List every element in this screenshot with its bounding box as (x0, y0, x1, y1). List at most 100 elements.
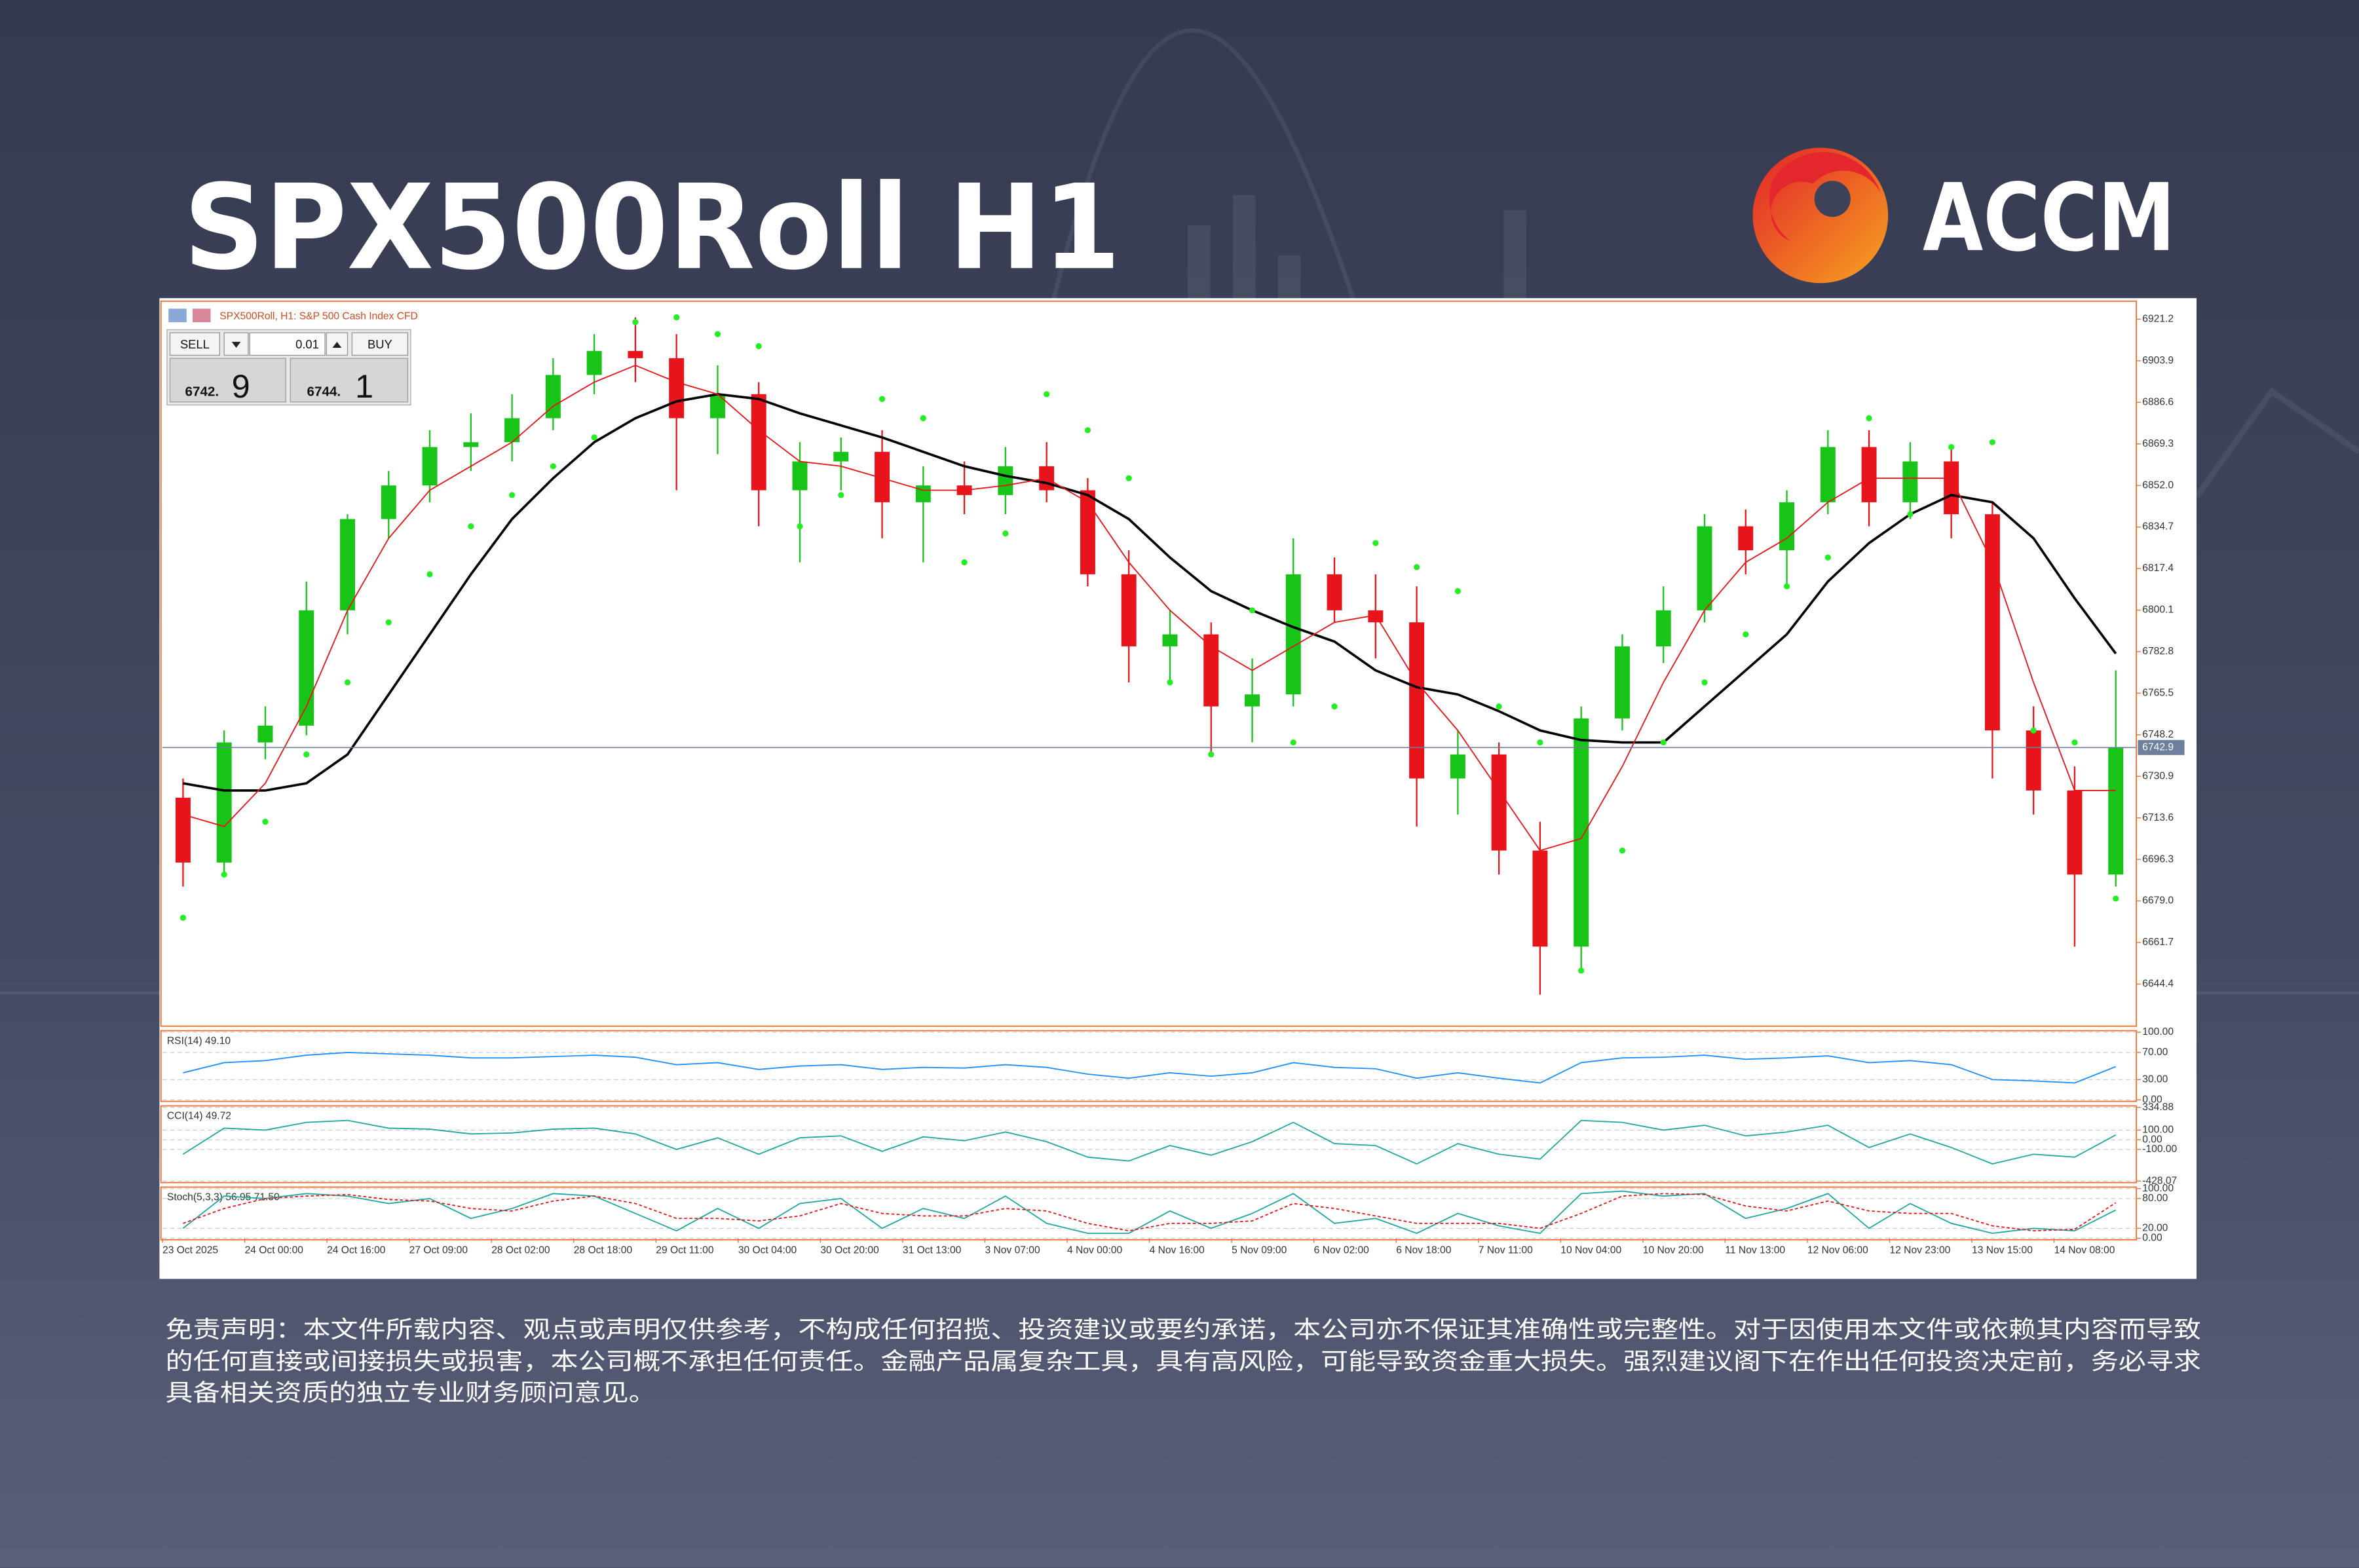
panel-frame (160, 1030, 2138, 1102)
x-tick-label: 12 Nov 23:00 (1889, 1245, 1950, 1256)
indicator-line (183, 1193, 2117, 1232)
current-price-tag (2138, 739, 2185, 755)
candle-body (175, 797, 191, 863)
lot-down[interactable] (223, 332, 249, 356)
x-tick-label: 29 Oct 11:00 (656, 1245, 714, 1256)
ask-box[interactable] (290, 358, 409, 403)
disclaimer: 免责声明：本文件所载内容、观点或声明仅供参考，不构成任何招揽、投资建议或要约承诺… (166, 1316, 2201, 1406)
y-tick-label: 6644.4 (2142, 979, 2174, 990)
candle-body (216, 742, 232, 863)
buy-label[interactable]: BUY (368, 337, 392, 351)
indicator-title: RSI(14) 49.10 (167, 1036, 231, 1047)
indicator-line (182, 1119, 2117, 1165)
y-tick-label: 6748.2 (2142, 729, 2174, 740)
candle-body (545, 375, 561, 419)
sar-dot (1824, 554, 1831, 561)
candle-body (422, 447, 438, 486)
lot-input[interactable] (249, 332, 326, 356)
candle-body (1779, 502, 1795, 551)
panel-frame (160, 1186, 2138, 1241)
ask-big[interactable]: 1 (355, 367, 373, 405)
y-tick-label: 6800.1 (2142, 605, 2174, 616)
sar-dot (1331, 703, 1338, 710)
sar-dot (509, 492, 516, 498)
panel-frame (160, 1105, 2138, 1184)
x-tick-label: 4 Nov 00:00 (1067, 1245, 1122, 1256)
candle-body (1491, 754, 1507, 851)
ask-main[interactable]: 6744. (307, 384, 341, 399)
y-tick-label: 6679.0 (2142, 895, 2174, 906)
candle-body (340, 519, 355, 610)
trade-panel: SELL 0.01 BUY 6742. 9 6744. 1 (166, 329, 411, 405)
candle-body (2067, 790, 2083, 875)
candle-body (2108, 747, 2124, 875)
sar-dot (920, 415, 926, 422)
y-tick-label: -100.00 (2142, 1144, 2177, 1155)
candle-body (1532, 850, 1548, 947)
candle-body (1327, 574, 1342, 610)
sar-dot (2030, 727, 2037, 734)
candle-body (1574, 718, 1589, 947)
candle-body (1614, 646, 1630, 719)
y-tick-label: 6886.6 (2142, 396, 2174, 407)
candle-body (1738, 526, 1754, 551)
candle-body (998, 466, 1013, 495)
sar-dot (1783, 583, 1790, 589)
sar-dot (755, 343, 762, 350)
brand-logo: ACCM (1752, 147, 2176, 284)
x-tick-label: 6 Nov 18:00 (1396, 1245, 1451, 1256)
candle-body (1861, 447, 1877, 502)
sar-dot (385, 619, 392, 625)
sar-dot (1125, 475, 1132, 481)
candle-body (628, 350, 643, 358)
candle-body (1285, 574, 1301, 695)
x-tick-label: 10 Nov 20:00 (1643, 1245, 1704, 1256)
bid-main[interactable]: 6742. (185, 384, 219, 399)
sar-dot (426, 571, 433, 578)
y-tick-label: 6869.3 (2142, 438, 2174, 449)
sar-dot (1907, 511, 1914, 517)
down-arrow (231, 341, 241, 348)
candle-body (2026, 730, 2041, 791)
y-tick-label: 6696.3 (2142, 853, 2174, 865)
candle-body (1409, 622, 1425, 779)
bid-box[interactable] (169, 358, 287, 403)
logo-swirl (1769, 152, 1881, 241)
sar-dot (714, 331, 721, 337)
sar-dot (1167, 679, 1173, 686)
sell-button[interactable] (169, 332, 220, 356)
candle-body (1245, 694, 1260, 707)
sar-dot (878, 396, 886, 402)
y-tick-label: 6782.8 (2142, 646, 2174, 657)
sar-dot (1578, 967, 1585, 974)
x-tick-label: 31 Oct 13:00 (903, 1245, 962, 1256)
x-tick-label: 28 Oct 18:00 (574, 1245, 633, 1256)
y-tick-label: 6817.4 (2142, 563, 2174, 574)
bid-big[interactable]: 9 (232, 367, 250, 405)
candle-body (299, 610, 314, 726)
y-tick-label: 70.00 (2142, 1047, 2168, 1058)
x-tick-label: 5 Nov 09:00 (1232, 1245, 1287, 1256)
indicator-line (183, 1052, 2117, 1084)
buy-button[interactable] (351, 332, 409, 356)
sar-dot (673, 314, 680, 321)
sar-dot (1208, 751, 1215, 758)
sar-dot (1537, 739, 1543, 746)
y-tick-label: 100.00 (2142, 1125, 2174, 1136)
candle-body (915, 485, 931, 502)
y-tick-label: 0.00 (2142, 1233, 2162, 1244)
page-title: SPX500Roll H1 (183, 160, 1121, 296)
y-tick-label: 6852.0 (2142, 479, 2174, 491)
sell-label[interactable]: SELL (180, 337, 210, 351)
sar-dot (1660, 739, 1667, 746)
sar-dot (1290, 739, 1296, 746)
candle-body (504, 418, 520, 443)
x-tick-label: 10 Nov 04:00 (1560, 1245, 1621, 1256)
moving-average (183, 392, 2117, 792)
y-tick-label: 80.00 (2142, 1193, 2168, 1204)
x-tick-label: 28 Oct 02:00 (491, 1245, 550, 1256)
lot-value[interactable]: 0.01 (295, 337, 319, 351)
candle-body (463, 442, 479, 447)
y-tick-label: 6713.6 (2142, 812, 2174, 823)
y-tick-label: 334.88 (2142, 1102, 2174, 1113)
